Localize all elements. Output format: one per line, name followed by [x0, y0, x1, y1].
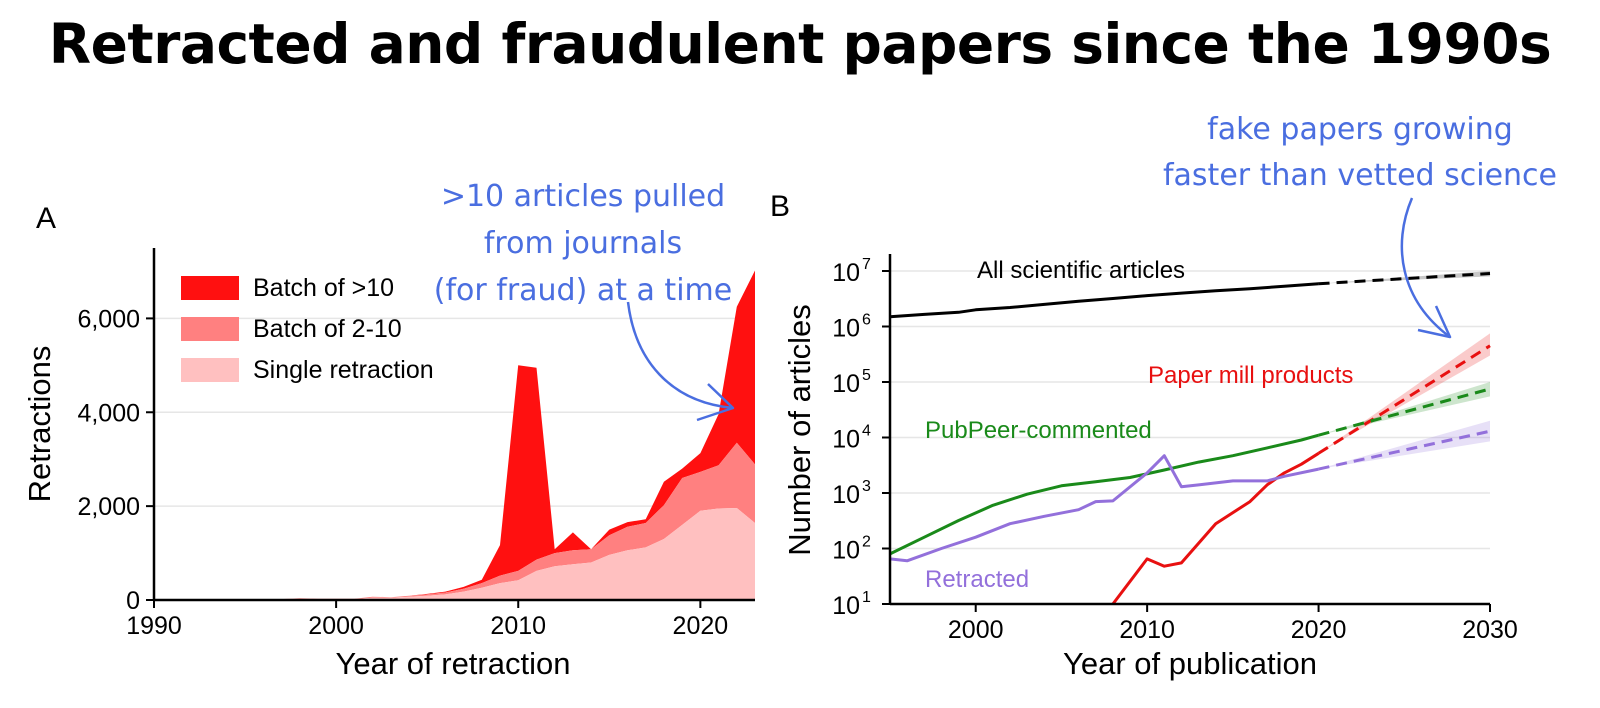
y-tick-exponent: 4	[862, 423, 871, 440]
y-tick-label: 10	[832, 259, 860, 287]
x-tick-label: 2010	[490, 612, 546, 640]
annotation-text-line: (for fraud) at a time	[434, 273, 732, 308]
arrow-head-icon	[696, 383, 735, 422]
x-tick-label: 2030	[1462, 616, 1518, 644]
area-single-retraction	[154, 508, 755, 600]
y-tick-label: 0	[126, 587, 140, 615]
x-axis-label: Year of publication	[1063, 646, 1317, 681]
annotation-arrow	[1400, 197, 1451, 339]
x-tick-label: 2020	[673, 612, 729, 640]
legend-swatch	[181, 358, 239, 382]
x-axis-label: Year of retraction	[336, 646, 571, 681]
y-tick-label: 10	[832, 537, 860, 565]
x-tick-label: 2000	[948, 616, 1004, 644]
line-all-scientific-articles	[889, 282, 1319, 319]
y-tick-label: 2,000	[77, 493, 140, 521]
y-tick-exponent: 1	[862, 589, 871, 606]
x-tick-label: 2000	[308, 612, 364, 640]
y-tick-label: 6,000	[77, 305, 140, 333]
annotation-batch-retractions: >10 articles pulled from journals (for fra…	[434, 179, 735, 422]
x-tick-label: 2010	[1119, 616, 1175, 644]
x-tick-label: 1990	[126, 612, 182, 640]
y-tick-label: 10	[832, 370, 860, 398]
annotation-fake-papers: fake papers growing faster than vetted sc…	[1163, 112, 1557, 339]
series-label: Retracted	[925, 566, 1029, 593]
annotation-arrow	[626, 301, 734, 410]
y-tick-label: 10	[832, 592, 860, 620]
legend-swatch	[181, 276, 239, 300]
y-tick-label: 10	[832, 315, 860, 343]
panel-label-b: B	[770, 190, 790, 223]
y-tick-exponent: 5	[862, 367, 871, 384]
confidence-band-all-scientific-articles	[1318, 271, 1490, 284]
y-tick-exponent: 7	[862, 256, 871, 273]
panel-a-retractions-chart: A 0 2,000 4,000 6,000 1990 2000 2010 2020 Year…	[22, 179, 755, 681]
y-tick-label: 10	[832, 481, 860, 509]
y-tick-label: 4,000	[77, 399, 140, 427]
y-axis-label: Number of articles	[782, 304, 817, 556]
projection-all-scientific-articles	[1318, 272, 1491, 286]
y-tick-exponent: 3	[862, 478, 871, 495]
legend-label: Batch of 2-10	[253, 315, 402, 343]
y-tick-exponent: 2	[862, 534, 871, 551]
legend-swatch	[181, 317, 239, 341]
legend-label: Single retraction	[253, 356, 434, 384]
line-pubpeer-commented	[889, 433, 1320, 556]
y-tick-label: 10	[832, 426, 860, 454]
projection-pubpeer-commented	[1318, 387, 1491, 437]
projection-retracted	[1318, 429, 1491, 471]
annotation-text-line: >10 articles pulled	[441, 179, 725, 214]
confidence-band-pubpeer-commented	[1318, 382, 1490, 436]
annotation-text-line: fake papers growing	[1207, 112, 1513, 147]
y-tick-exponent: 6	[862, 312, 871, 329]
y-axis-label: Retractions	[22, 346, 57, 503]
x-tick-label: 2020	[1291, 616, 1347, 644]
projection-paper-mill-products	[1317, 344, 1491, 455]
series-label: PubPeer-commented	[925, 417, 1152, 444]
annotation-text-line: faster than vetted science	[1163, 158, 1557, 193]
series-label: Paper mill products	[1148, 362, 1353, 389]
legend-label: Batch of >10	[253, 274, 394, 302]
annotation-text-line: from journals	[484, 226, 682, 261]
line-paper-mill-products	[1111, 452, 1320, 605]
page-title: Retracted and fraudulent papers since th…	[48, 12, 1552, 76]
panel-label-a: A	[36, 202, 56, 235]
arrow-head-icon	[1417, 305, 1452, 339]
series-label: All scientific articles	[977, 257, 1185, 284]
line-retracted	[889, 454, 1319, 563]
legend: Batch of >10 Batch of 2-10 Single retracti…	[181, 274, 434, 384]
confidence-band-retracted	[1318, 420, 1490, 470]
